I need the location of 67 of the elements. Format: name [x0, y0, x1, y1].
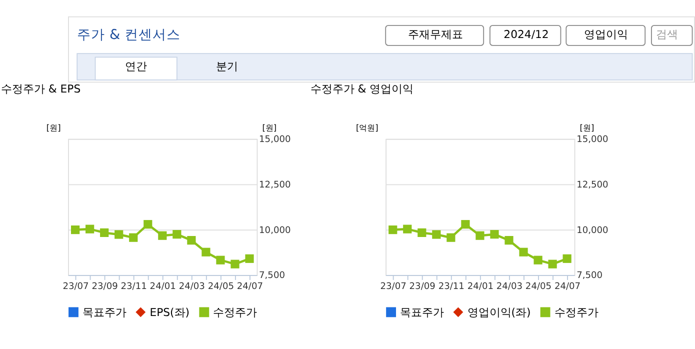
- text: 주가 & 컨센서스: [77, 27, 180, 44]
- point: [476, 231, 484, 240]
- y2-tick-label: 15,000: [259, 135, 291, 146]
- y-axis-title: [원]: [46, 122, 61, 133]
- y2-tick-label: 7,500: [259, 271, 286, 282]
- legend-label: 수정주가: [213, 306, 258, 319]
- legend-label: 목표주가: [400, 306, 444, 319]
- x-tick-label: 24/03: [178, 282, 206, 292]
- point: [388, 225, 398, 234]
- point: [172, 230, 182, 239]
- point: [187, 236, 196, 245]
- point: [202, 248, 210, 256]
- point: [534, 256, 542, 264]
- x-tick-label: 23/07: [62, 282, 89, 292]
- y-axis-title: [억원]: [356, 122, 378, 133]
- legend-label: 목표주가: [82, 306, 127, 319]
- point: [403, 224, 412, 234]
- text: 영업이익: [584, 28, 628, 42]
- point: [461, 220, 470, 229]
- text: 주재무제표: [408, 28, 464, 42]
- text: 2024/12: [504, 28, 549, 42]
- y2-tick-label: 12,500: [259, 180, 291, 190]
- x-tick-label: 24/05: [208, 282, 234, 292]
- point: [100, 228, 109, 237]
- text: 연간: [125, 60, 148, 73]
- y2-tick-label: 10,000: [576, 226, 609, 236]
- x-tick-label: 24/07: [236, 282, 264, 292]
- legend-label: 영업이익(좌): [467, 306, 531, 319]
- point: [114, 230, 124, 239]
- y2-tick-label: 15,000: [576, 135, 609, 146]
- point: [158, 231, 167, 240]
- point: [418, 228, 426, 237]
- y2-axis-title: [원]: [580, 122, 594, 133]
- y2-axis-title: [원]: [262, 122, 277, 133]
- text: 분기: [216, 60, 238, 73]
- x-tick-label: 24/01: [150, 282, 176, 292]
- point: [519, 248, 528, 256]
- point: [490, 230, 499, 239]
- point: [216, 256, 225, 264]
- point: [446, 233, 456, 242]
- x-tick-label: 24/03: [496, 282, 523, 292]
- point: [144, 220, 152, 229]
- point: [129, 233, 138, 242]
- legend-label: EPS(좌): [150, 306, 190, 319]
- point: [230, 260, 240, 268]
- x-tick-label: 24/07: [554, 282, 581, 292]
- x-tick-label: 24/01: [467, 282, 494, 292]
- point: [245, 254, 254, 263]
- x-tick-label: 23/11: [120, 282, 147, 292]
- y2-tick-label: 12,500: [576, 180, 609, 190]
- chart-title: 수정주가 & EPS: [0, 82, 81, 96]
- x-tick-label: 23/11: [438, 282, 464, 292]
- point: [562, 254, 572, 263]
- point: [504, 236, 514, 245]
- legend-label: 수정주가: [554, 306, 598, 319]
- x-tick-label: 23/09: [92, 282, 118, 292]
- point: [71, 225, 80, 234]
- point: [548, 260, 557, 268]
- chart-title: 수정주가 & 영업이익: [310, 82, 414, 96]
- point: [432, 230, 441, 239]
- text: 검색: [656, 28, 678, 42]
- x-tick-label: 23/07: [380, 282, 406, 292]
- point: [86, 224, 94, 234]
- x-tick-label: 23/09: [409, 282, 436, 292]
- x-tick-label: 24/05: [525, 282, 552, 292]
- y2-tick-label: 10,000: [259, 226, 291, 236]
- y2-tick-label: 7,500: [576, 271, 603, 282]
